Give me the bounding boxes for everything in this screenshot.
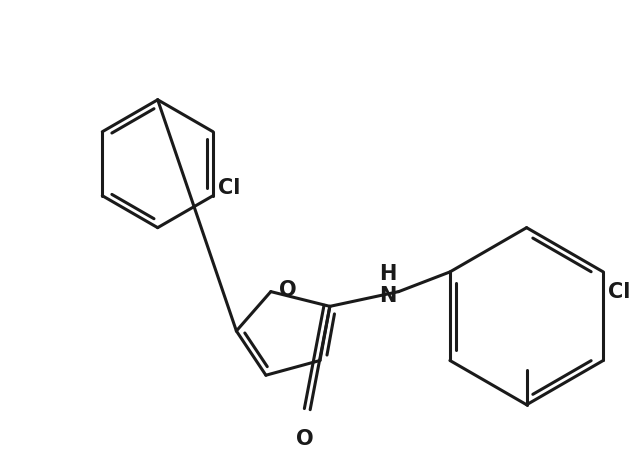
Text: N: N <box>380 286 397 306</box>
Text: O: O <box>296 430 314 450</box>
Text: O: O <box>278 280 296 300</box>
Text: Cl: Cl <box>608 282 630 302</box>
Text: H: H <box>380 264 397 284</box>
Text: Cl: Cl <box>218 178 241 198</box>
